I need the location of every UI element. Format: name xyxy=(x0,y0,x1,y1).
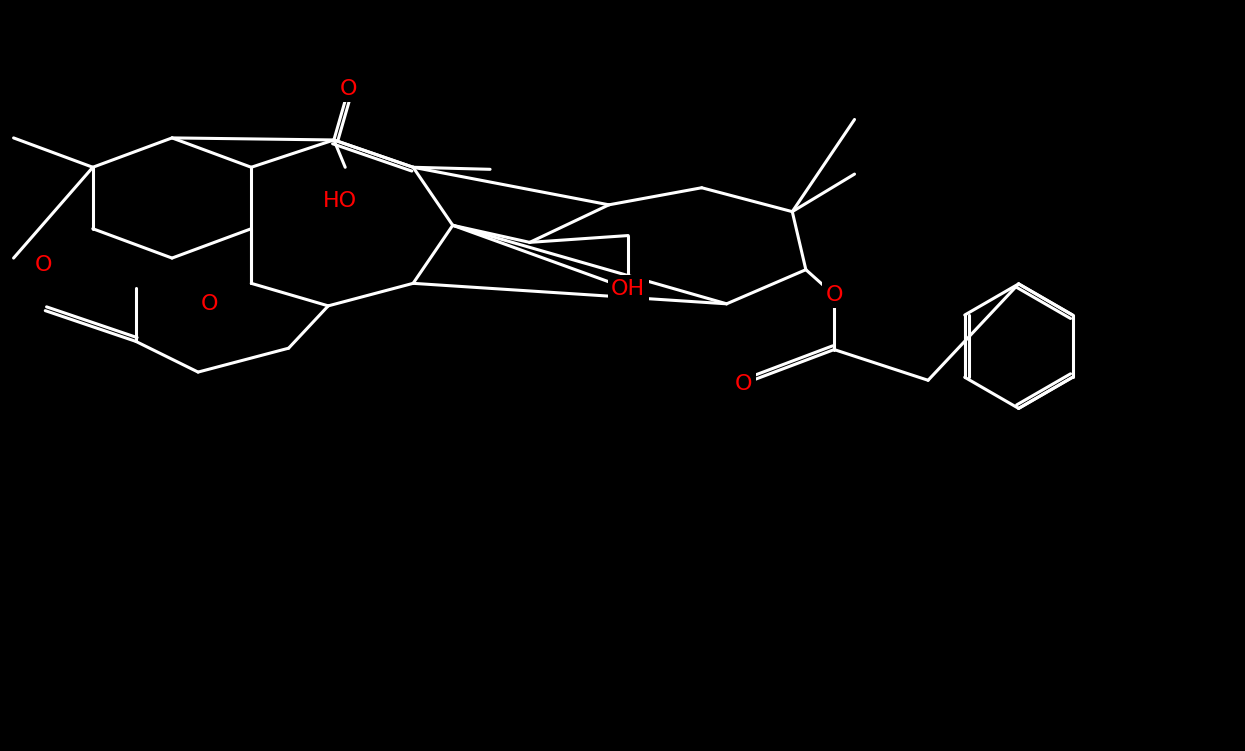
Text: O: O xyxy=(340,79,357,98)
Text: O: O xyxy=(825,285,843,305)
Text: O: O xyxy=(735,374,752,394)
Text: OH: OH xyxy=(611,279,645,299)
Text: O: O xyxy=(200,294,218,314)
Text: O: O xyxy=(35,255,52,275)
Text: HO: HO xyxy=(322,192,356,211)
